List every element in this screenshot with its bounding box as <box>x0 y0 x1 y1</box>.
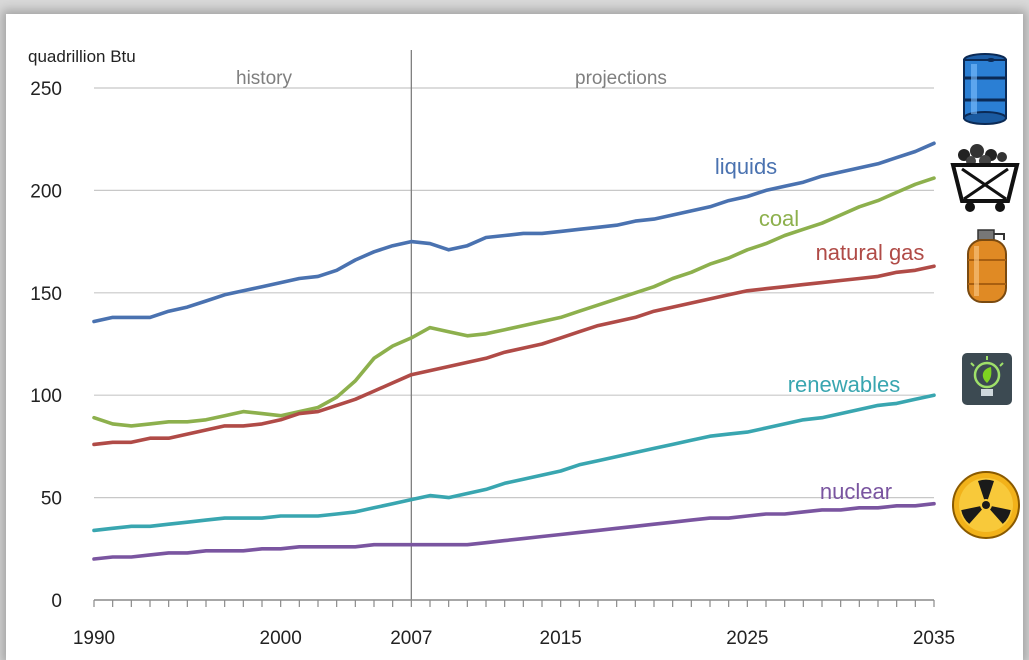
series-label: liquids <box>715 154 777 179</box>
series-label: nuclear <box>820 479 892 504</box>
gas-tank-icon <box>967 229 1007 303</box>
axes: 0 50 100 150 200 250 1990 2000 2007 2015 2025 2035 <box>30 79 955 649</box>
series-label: coal <box>759 206 799 231</box>
y-axis-unit-label: quadrillion Btu <box>28 47 136 66</box>
y-tick-label: 0 <box>51 591 62 612</box>
series-lines <box>92 141 936 561</box>
x-tick-label: 2035 <box>913 628 955 649</box>
series-label: natural gas <box>816 240 925 265</box>
lightbulb-leaf-icon <box>962 353 1012 405</box>
series-line-coal <box>92 176 936 428</box>
x-tick-label: 1990 <box>73 628 115 649</box>
oil-barrel-icon <box>963 53 1007 125</box>
series-label: renewables <box>788 372 901 397</box>
chart-frame: 0 50 100 150 200 250 1990 2000 2007 2015 2025 2035 … <box>6 14 1023 660</box>
y-tick-label: 250 <box>30 79 62 100</box>
y-tick-label: 150 <box>30 284 62 305</box>
history-label: history <box>236 68 292 89</box>
y-tick-label: 200 <box>30 181 62 202</box>
radiation-icon <box>952 471 1020 539</box>
y-tick-label: 100 <box>30 386 62 407</box>
projections-label: projections <box>575 68 667 89</box>
x-tick-label: 2000 <box>260 628 302 649</box>
series-labels: liquids coal natural gas renewables nuclear <box>715 154 925 504</box>
x-tick-label: 2007 <box>390 628 432 649</box>
gridlines <box>94 87 934 499</box>
series-line-nuclear <box>92 501 936 561</box>
series-line-natural-gas <box>92 264 936 447</box>
y-tick-label: 50 <box>41 489 62 510</box>
series-line-renewables <box>92 393 936 533</box>
series-line-liquids <box>92 141 936 324</box>
x-tick-label: 2025 <box>726 628 768 649</box>
coal-cart-icon <box>950 144 1020 212</box>
x-tick-label: 2015 <box>540 628 582 649</box>
